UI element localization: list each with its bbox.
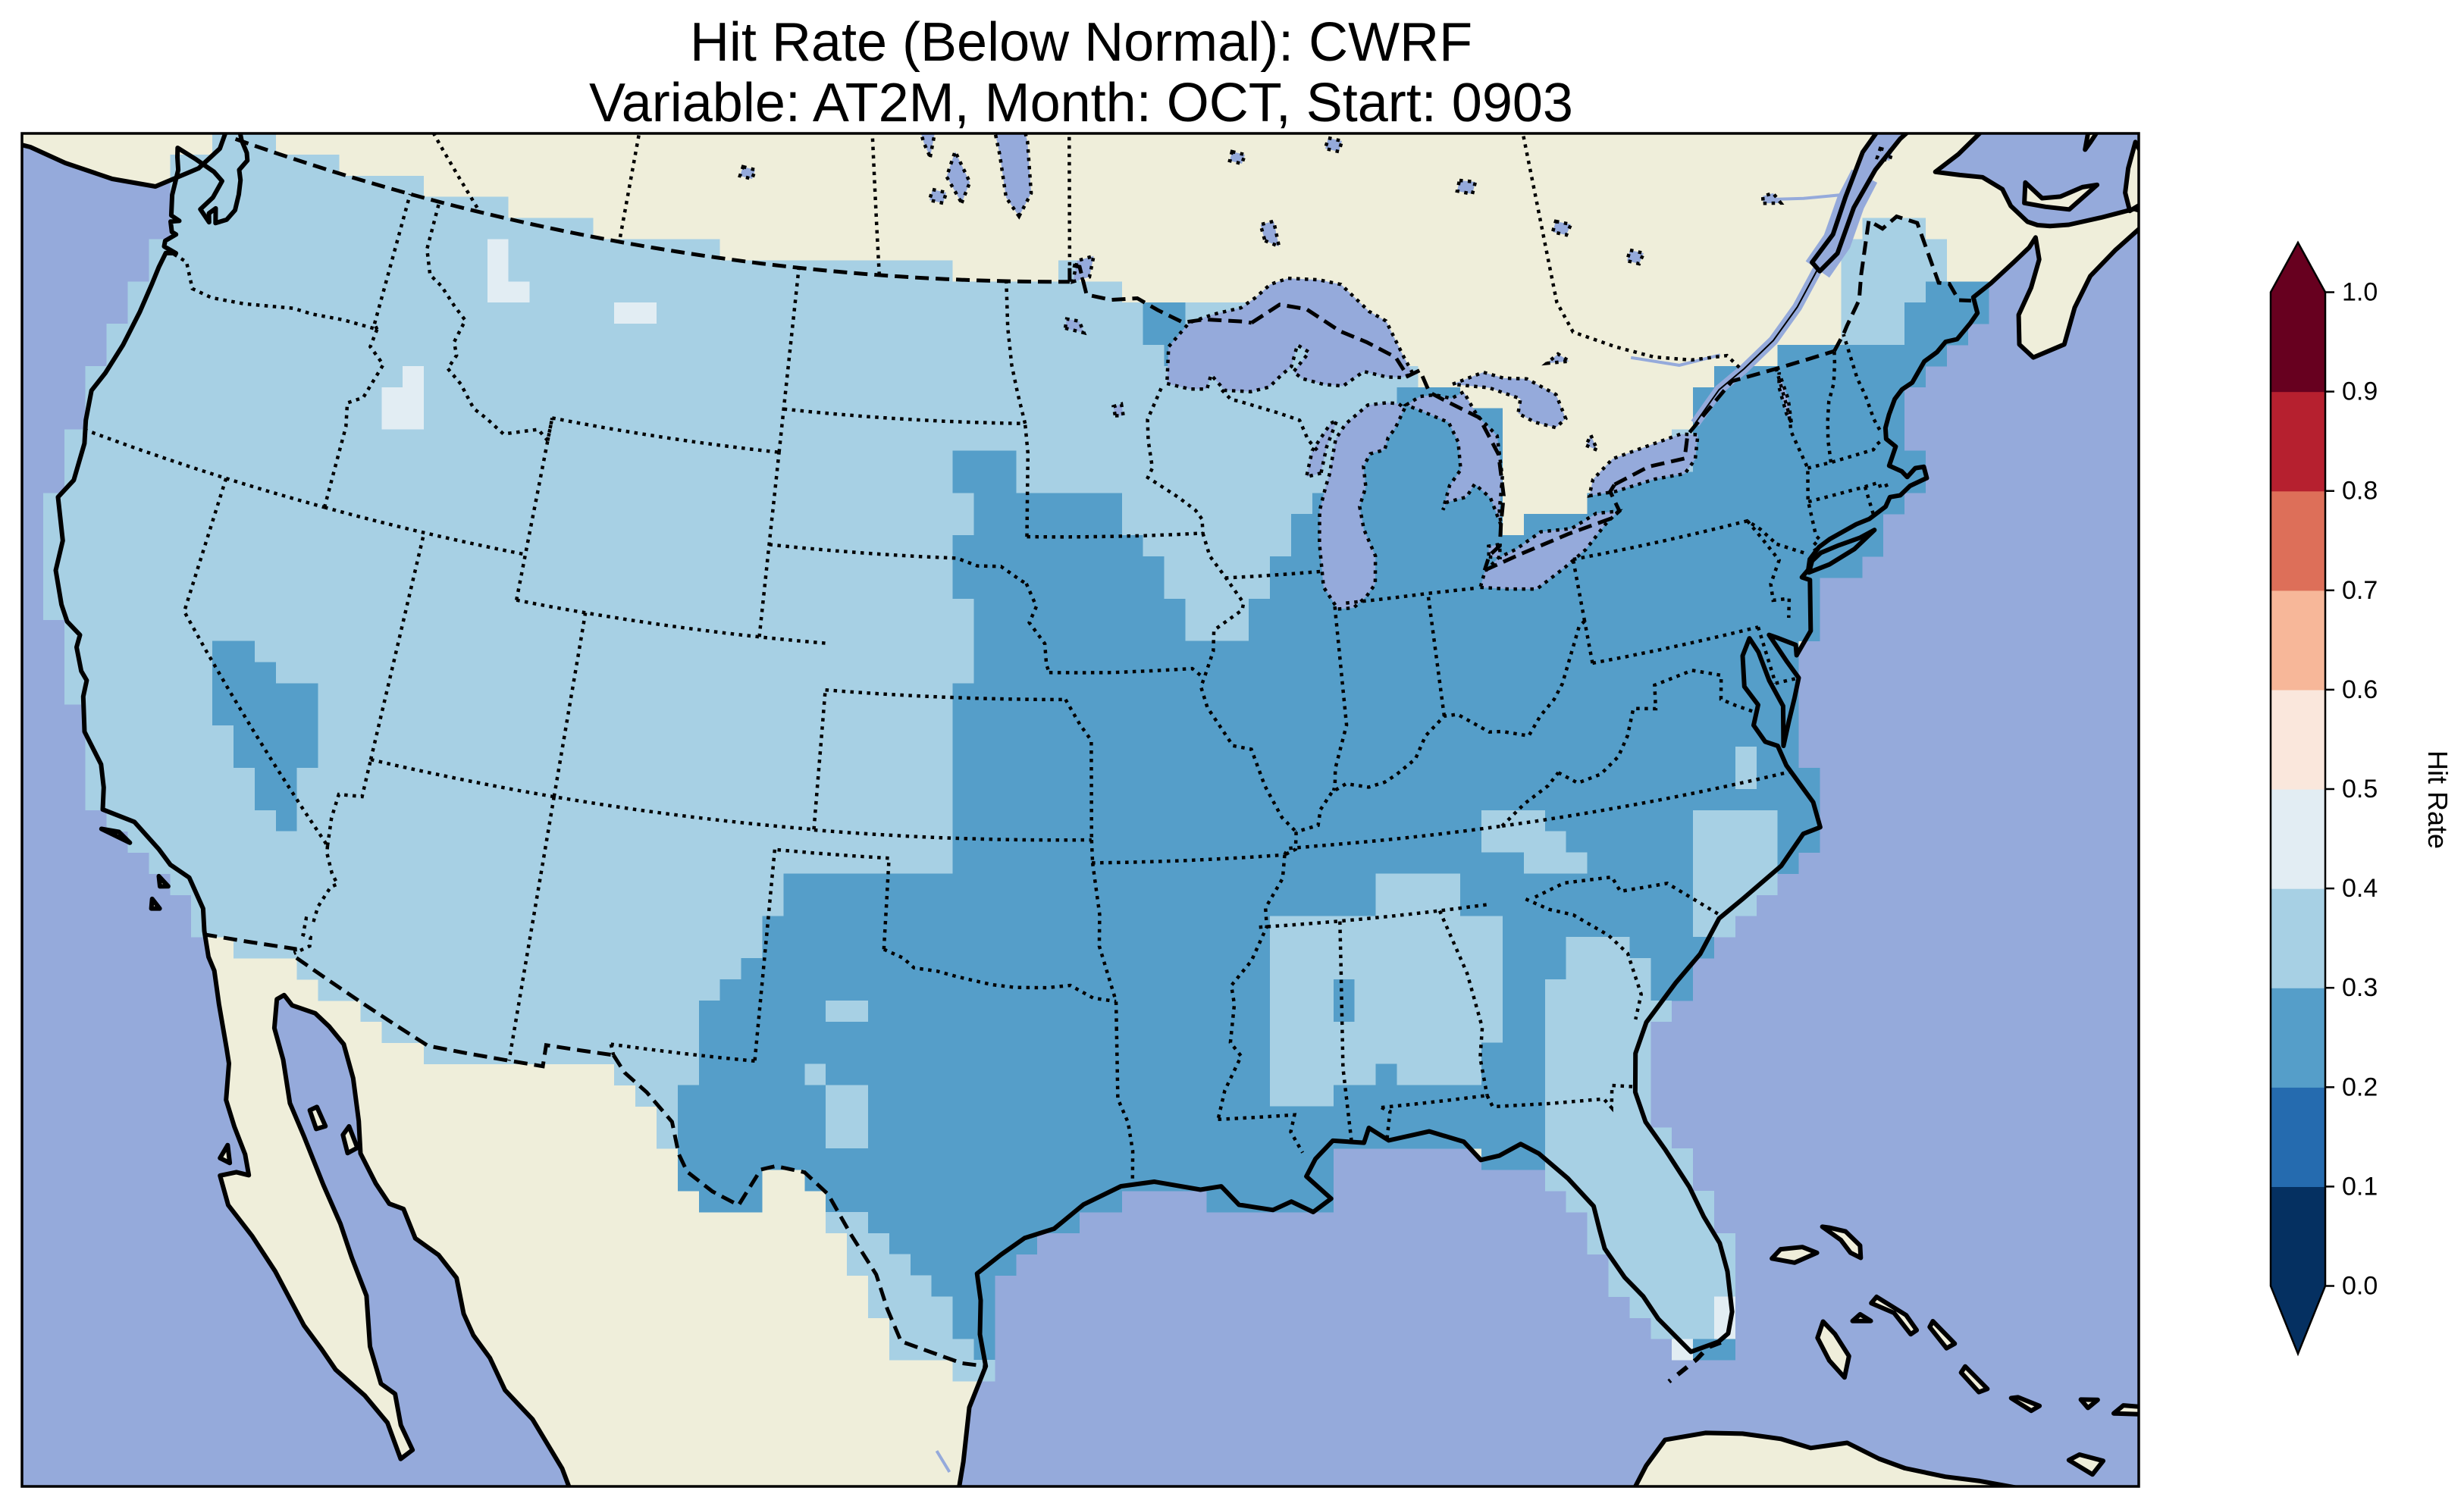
svg-text:0.9: 0.9 [2342, 377, 2378, 406]
svg-text:Variable: AT2M, Month: OCT, St: Variable: AT2M, Month: OCT, Start: 0903 [589, 73, 1573, 133]
svg-text:Hit Rate: Hit Rate [2422, 750, 2453, 849]
svg-text:0.5: 0.5 [2342, 775, 2378, 803]
svg-text:0.4: 0.4 [2342, 874, 2378, 903]
svg-text:0.2: 0.2 [2342, 1073, 2378, 1101]
svg-text:0.1: 0.1 [2342, 1172, 2378, 1201]
svg-text:0.6: 0.6 [2342, 675, 2378, 704]
svg-text:0.8: 0.8 [2342, 477, 2378, 506]
svg-text:0.3: 0.3 [2342, 973, 2378, 1002]
svg-text:0.7: 0.7 [2342, 576, 2378, 605]
svg-text:Hit Rate (Below Normal): CWRF: Hit Rate (Below Normal): CWRF [690, 12, 1472, 73]
svg-text:1.0: 1.0 [2342, 278, 2378, 307]
svg-text:0.0: 0.0 [2342, 1272, 2378, 1301]
